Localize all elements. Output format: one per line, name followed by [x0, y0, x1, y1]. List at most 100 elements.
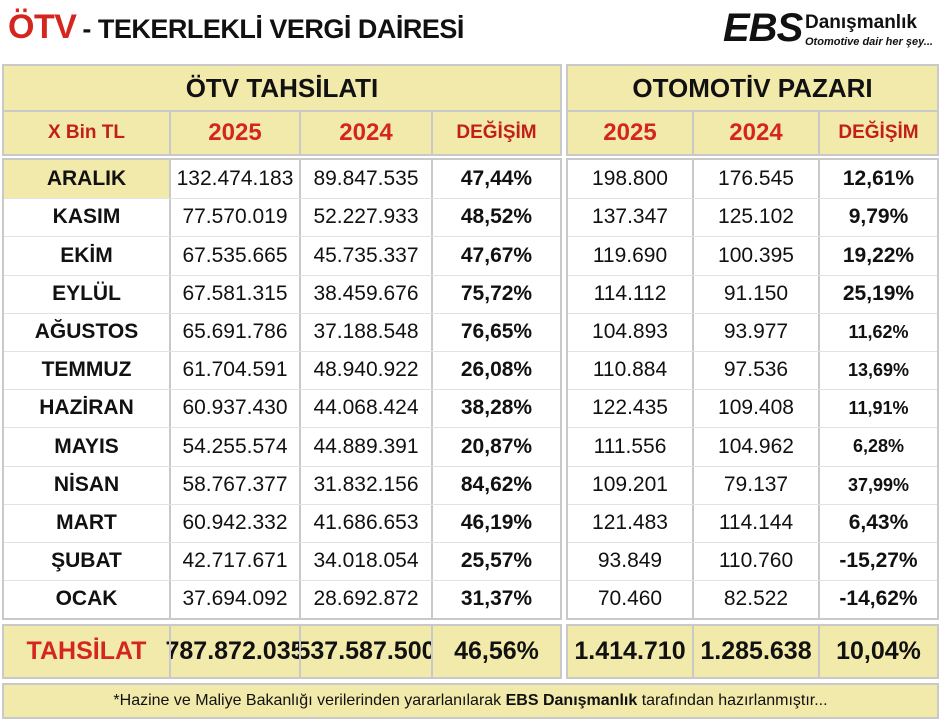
tax-2025-value: 77.570.019	[182, 205, 288, 228]
tax-change-value: 20,87%	[460, 434, 533, 458]
market-2024-value: 91.150	[723, 282, 789, 305]
footnote-prefix: *Hazine ve Maliye Bakanlığı verilerinden…	[113, 692, 502, 709]
market-2024-value: 176.545	[718, 167, 794, 190]
month-label: ŞUBAT	[51, 549, 122, 572]
market-2025-value: 111.556	[593, 434, 667, 458]
month-label: OCAK	[55, 587, 118, 610]
tax-2024-value: 44.068.424	[313, 396, 419, 419]
tax-2024-value: 52.227.933	[313, 205, 419, 228]
tax-change-value: 38,28%	[460, 396, 533, 419]
market-2024-value: 82.522	[723, 587, 789, 610]
footnote-brand: EBS Danışmanlık	[505, 692, 638, 709]
title-otv: ÖTV	[8, 8, 77, 46]
market-2024-value: 100.395	[718, 243, 794, 267]
market-2025-value: 70.460	[597, 587, 663, 610]
market-col-2024: 2024	[694, 112, 818, 154]
total-label: TAHSİLAT	[4, 626, 169, 677]
market-change-value: 11,62%	[848, 321, 909, 342]
market-col-2025: 2025	[568, 112, 692, 154]
tax-col-change: DEĞİŞİM	[433, 112, 560, 154]
tax-change-value: 47,67%	[460, 243, 533, 267]
month-label: ARALIK	[4, 160, 169, 198]
market-2025-value: 93.849	[597, 549, 663, 572]
market-change-value: 25,19%	[842, 282, 915, 305]
tax-change-value: 31,37%	[460, 587, 533, 610]
page-title: ÖTV - TEKERLEKLİ VERGİ DAİRESİ	[8, 8, 464, 47]
total-mkt-2024: 1.285.638	[694, 626, 818, 677]
tax-2025-value: 67.581.315	[182, 282, 288, 305]
tax-2024-value: 37.188.548	[313, 320, 419, 343]
tax-2024-value: 31.832.156	[313, 473, 419, 496]
tax-header-panel: ÖTV TAHSİLATI X Bin TL 2025 2024 DEĞİŞİM	[2, 64, 562, 156]
tax-2025-value: 42.717.671	[182, 549, 288, 572]
market-change-value: -14,62%	[839, 587, 918, 610]
tax-2025-value: 67.535.665	[182, 243, 288, 267]
total-tax-2024: 537.587.500	[296, 626, 436, 677]
tax-change-value: 47,44%	[460, 167, 533, 190]
total-tax-2025: 787.872.035	[165, 626, 305, 677]
market-total-row: 1.414.710 1.285.638 10,04%	[566, 624, 939, 679]
logo-ebs-text: EBS	[723, 6, 803, 50]
tax-data-table: ARALIK 132.474.183 89.847.535 47,44% KASIM 77…	[2, 158, 562, 620]
total-tax-change: 46,56%	[433, 626, 560, 677]
total-mkt-change: 10,04%	[820, 626, 937, 677]
source-footnote: *Hazine ve Maliye Bakanlığı verilerinden…	[2, 683, 939, 719]
market-2024-value: 93.977	[723, 320, 789, 343]
market-2025-value: 121.483	[592, 511, 668, 534]
tax-2024-value: 48.940.922	[313, 358, 419, 381]
market-change-value: 9,79%	[848, 205, 909, 228]
market-change-value: 12,61%	[842, 167, 915, 190]
market-2024-value: 109.408	[718, 396, 794, 419]
market-2025-value: 198.800	[592, 167, 668, 190]
month-label: EYLÜL	[52, 282, 121, 305]
tax-col-2025: 2025	[171, 112, 299, 154]
title-rest: - TEKERLEKLİ VERGİ DAİRESİ	[82, 14, 464, 44]
tax-2025-value: 132.474.183	[176, 167, 294, 190]
market-group-title: OTOMOTİV PAZARI	[568, 66, 937, 110]
tax-change-value: 75,72%	[460, 282, 533, 305]
logo-brand-text: Danışmanlık	[805, 12, 917, 33]
month-label: HAZİRAN	[39, 396, 134, 419]
market-col-change: DEĞİŞİM	[820, 112, 937, 154]
tax-2024-value: 44.889.391	[313, 434, 419, 458]
tax-2024-value: 41.686.653	[313, 511, 419, 534]
month-label: EKİM	[60, 243, 113, 267]
market-2025-value: 110.884	[592, 358, 668, 381]
month-label: MAYIS	[54, 434, 119, 458]
tax-2024-value: 38.459.676	[313, 282, 419, 305]
market-change-value: 37,99%	[847, 474, 910, 495]
month-label: MART	[56, 511, 117, 534]
market-change-value: 13,69%	[847, 359, 910, 380]
tax-2025-value: 37.694.092	[182, 587, 288, 610]
tax-total-row: TAHSİLAT 787.872.035 537.587.500 46,56%	[2, 624, 562, 679]
tax-2025-value: 60.937.430	[182, 396, 288, 419]
market-change-value: 19,22%	[842, 243, 915, 267]
tax-2024-value: 89.847.535	[313, 167, 419, 190]
market-2024-value: 97.536	[723, 358, 789, 381]
market-header-panel: OTOMOTİV PAZARI 2025 2024 DEĞİŞİM	[566, 64, 939, 156]
market-2025-value: 109.201	[592, 473, 668, 496]
market-change-value: 6,43%	[848, 511, 909, 534]
market-change-value: -15,27%	[839, 549, 918, 572]
total-mkt-2025: 1.414.710	[568, 626, 692, 677]
market-2024-value: 104.962	[718, 434, 794, 458]
month-label: AĞUSTOS	[34, 320, 139, 343]
tax-2025-value: 58.767.377	[182, 473, 288, 496]
tax-2025-value: 60.942.332	[182, 511, 288, 534]
footnote-suffix: tarafından hazırlanmıştır...	[641, 692, 828, 709]
month-label: KASIM	[52, 205, 121, 228]
market-change-value: 6,28%	[852, 436, 905, 456]
month-label: NİSAN	[53, 473, 120, 496]
tax-2024-value: 45.735.337	[313, 243, 419, 267]
market-2025-value: 114.112	[593, 282, 667, 305]
tax-2025-value: 65.691.786	[182, 320, 288, 343]
market-data-table: 198.800 176.545 12,61% 137.347 125.102 9,79% 1…	[566, 158, 939, 620]
market-2024-value: 79.137	[723, 473, 789, 496]
tax-2024-value: 28.692.872	[313, 587, 419, 610]
logo-slogan: Otomotive dair her şey...	[805, 36, 933, 48]
tax-group-title: ÖTV TAHSİLATI	[4, 66, 560, 110]
month-label: TEMMUZ	[41, 358, 132, 381]
market-2025-value: 104.893	[592, 320, 668, 343]
tax-unit-label: X Bin TL	[4, 112, 169, 154]
market-2024-value: 125.102	[718, 205, 794, 228]
